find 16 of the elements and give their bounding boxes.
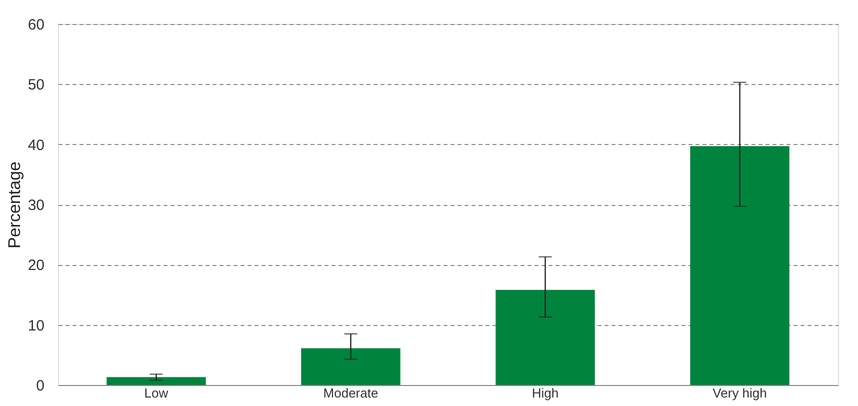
x-tick-label: High	[532, 386, 559, 400]
y-axis-title: Percentage	[4, 162, 24, 248]
y-tick-label: 60	[28, 16, 44, 34]
y-tick-label: 20	[28, 257, 44, 274]
bar	[106, 377, 206, 385]
y-tick-label: 0	[36, 378, 44, 394]
y-tick-label: 50	[28, 76, 44, 94]
y-tick-label: 30	[28, 197, 44, 214]
x-tick-label: Very high	[712, 386, 767, 400]
y-tick-label: 10	[28, 317, 44, 334]
y-tick-label: 40	[28, 136, 44, 154]
x-tick-label: Moderate	[323, 386, 378, 400]
bar	[690, 146, 790, 385]
bar	[301, 348, 400, 385]
x-tick-label: Low	[144, 386, 169, 400]
bar	[496, 290, 595, 385]
